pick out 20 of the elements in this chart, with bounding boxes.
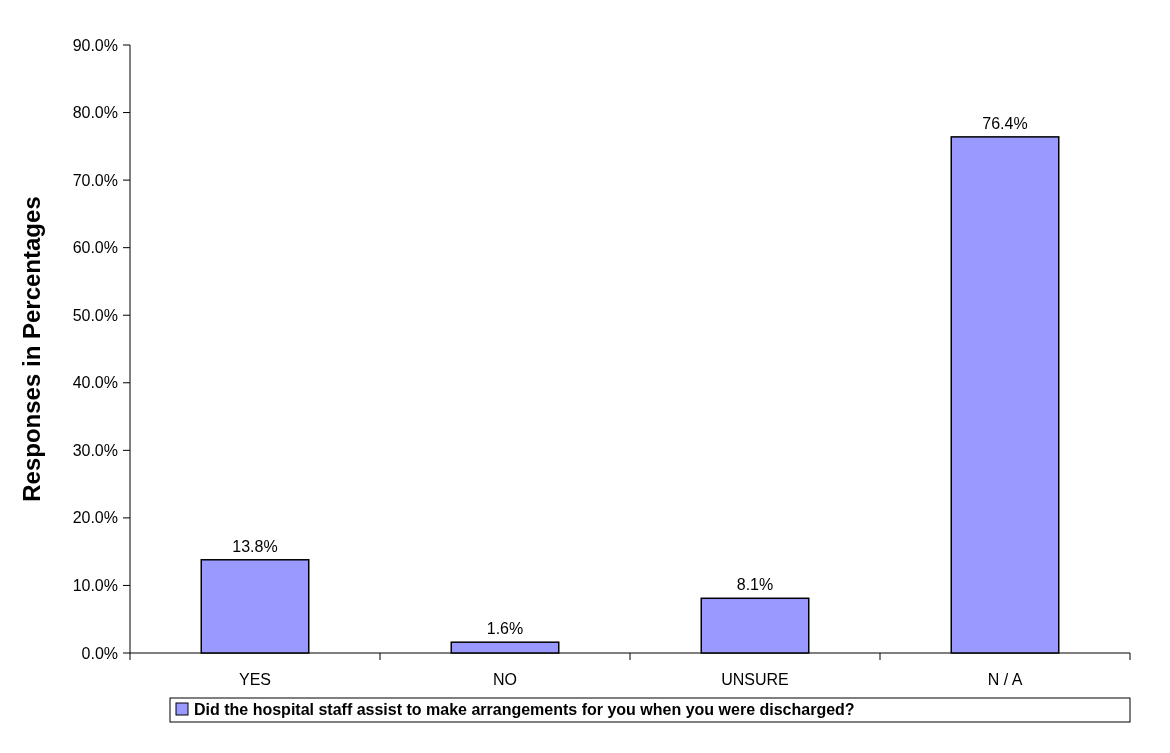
y-tick-label: 80.0% bbox=[72, 104, 118, 122]
y-tick-label: 60.0% bbox=[72, 239, 118, 257]
y-tick-label: 30.0% bbox=[72, 441, 118, 459]
y-tick-label: 10.0% bbox=[72, 577, 118, 595]
y-tick-label: 20.0% bbox=[72, 509, 118, 527]
x-tick-label: YES bbox=[238, 671, 272, 688]
data-label: 8.1% bbox=[736, 576, 774, 594]
y-tick-label: 40.0% bbox=[72, 374, 118, 392]
y-axis-title: Responses in Percentages bbox=[18, 196, 45, 502]
data-label: 13.8% bbox=[232, 537, 278, 555]
data-label: 1.6% bbox=[486, 620, 524, 638]
y-tick-label: 0.0% bbox=[81, 644, 118, 662]
x-tick-label: NO bbox=[493, 671, 517, 688]
y-tick-label: 90.0% bbox=[72, 36, 118, 54]
x-tick-label: UNSURE bbox=[721, 671, 789, 688]
x-tick-label: N / A bbox=[987, 671, 1023, 688]
y-tick-label: 50.0% bbox=[72, 306, 118, 324]
legend-label: Did the hospital staff assist to make arrangements for you when you were discharged? bbox=[194, 701, 855, 718]
y-tick-label: 70.0% bbox=[72, 171, 118, 189]
data-label: 76.4% bbox=[982, 114, 1028, 132]
